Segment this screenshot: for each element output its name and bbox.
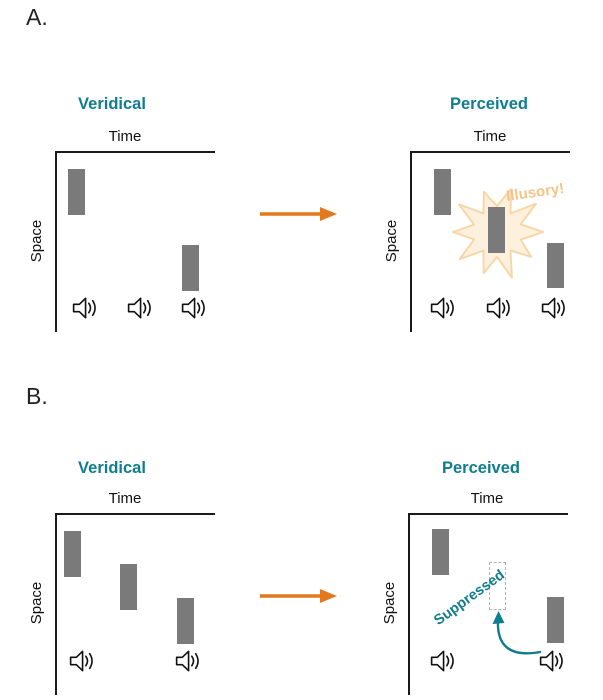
suppressed-flash-placeholder bbox=[489, 562, 506, 610]
space-axis-line bbox=[408, 513, 410, 695]
time-axis-line bbox=[55, 513, 215, 515]
time-axis-line bbox=[55, 151, 215, 153]
flash-stimulus bbox=[434, 169, 451, 215]
speaker-icon bbox=[486, 296, 514, 320]
flash-stimulus bbox=[64, 531, 81, 577]
speaker-icon bbox=[175, 649, 203, 673]
panel-a-perceived-time-axis-label: Time bbox=[473, 128, 507, 145]
flash-stimulus bbox=[547, 243, 564, 288]
speaker-icon bbox=[181, 296, 209, 320]
panel-a-veridical-space-axis-label: Space bbox=[28, 219, 45, 263]
panel-a-perceived-title: Perceived bbox=[450, 95, 528, 113]
flash-stimulus bbox=[177, 598, 194, 644]
panel-a-veridical-time-axis-label: Time bbox=[108, 128, 142, 145]
arrow-right-icon bbox=[260, 207, 337, 221]
panel-b-veridical-time-axis-label: Time bbox=[108, 490, 142, 507]
panel-b-label: B. bbox=[26, 383, 48, 409]
flash-stimulus bbox=[182, 245, 199, 291]
space-axis-line bbox=[55, 513, 57, 695]
speaker-icon bbox=[69, 649, 97, 673]
speaker-icon bbox=[430, 649, 458, 673]
panel-b-perceived-time-axis-label: Time bbox=[470, 490, 504, 507]
flash-stimulus bbox=[547, 597, 564, 643]
curved-arrow-icon bbox=[492, 611, 542, 655]
flash-stimulus bbox=[432, 529, 449, 575]
arrow-right-icon bbox=[260, 589, 337, 603]
speaker-icon bbox=[72, 296, 100, 320]
speaker-icon bbox=[430, 296, 458, 320]
panel-b-perceived-title: Perceived bbox=[442, 459, 520, 477]
speaker-icon bbox=[541, 296, 569, 320]
panel-a-label: A. bbox=[26, 4, 48, 30]
speaker-icon bbox=[127, 296, 155, 320]
panel-b-veridical-space-axis-label: Space bbox=[28, 581, 45, 625]
time-axis-line bbox=[410, 151, 570, 153]
space-axis-line bbox=[55, 151, 57, 332]
flash-stimulus bbox=[68, 169, 85, 215]
illusory-flash-stimulus bbox=[488, 207, 505, 253]
space-axis-line bbox=[410, 151, 412, 332]
panel-b-perceived-space-axis-label: Space bbox=[381, 581, 398, 625]
flash-stimulus bbox=[120, 564, 137, 610]
panel-a-veridical-title: Veridical bbox=[78, 95, 146, 113]
speaker-icon bbox=[539, 649, 567, 673]
panel-b-veridical-title: Veridical bbox=[78, 459, 146, 477]
time-axis-line bbox=[408, 513, 568, 515]
panel-a-perceived-space-axis-label: Space bbox=[383, 219, 400, 263]
